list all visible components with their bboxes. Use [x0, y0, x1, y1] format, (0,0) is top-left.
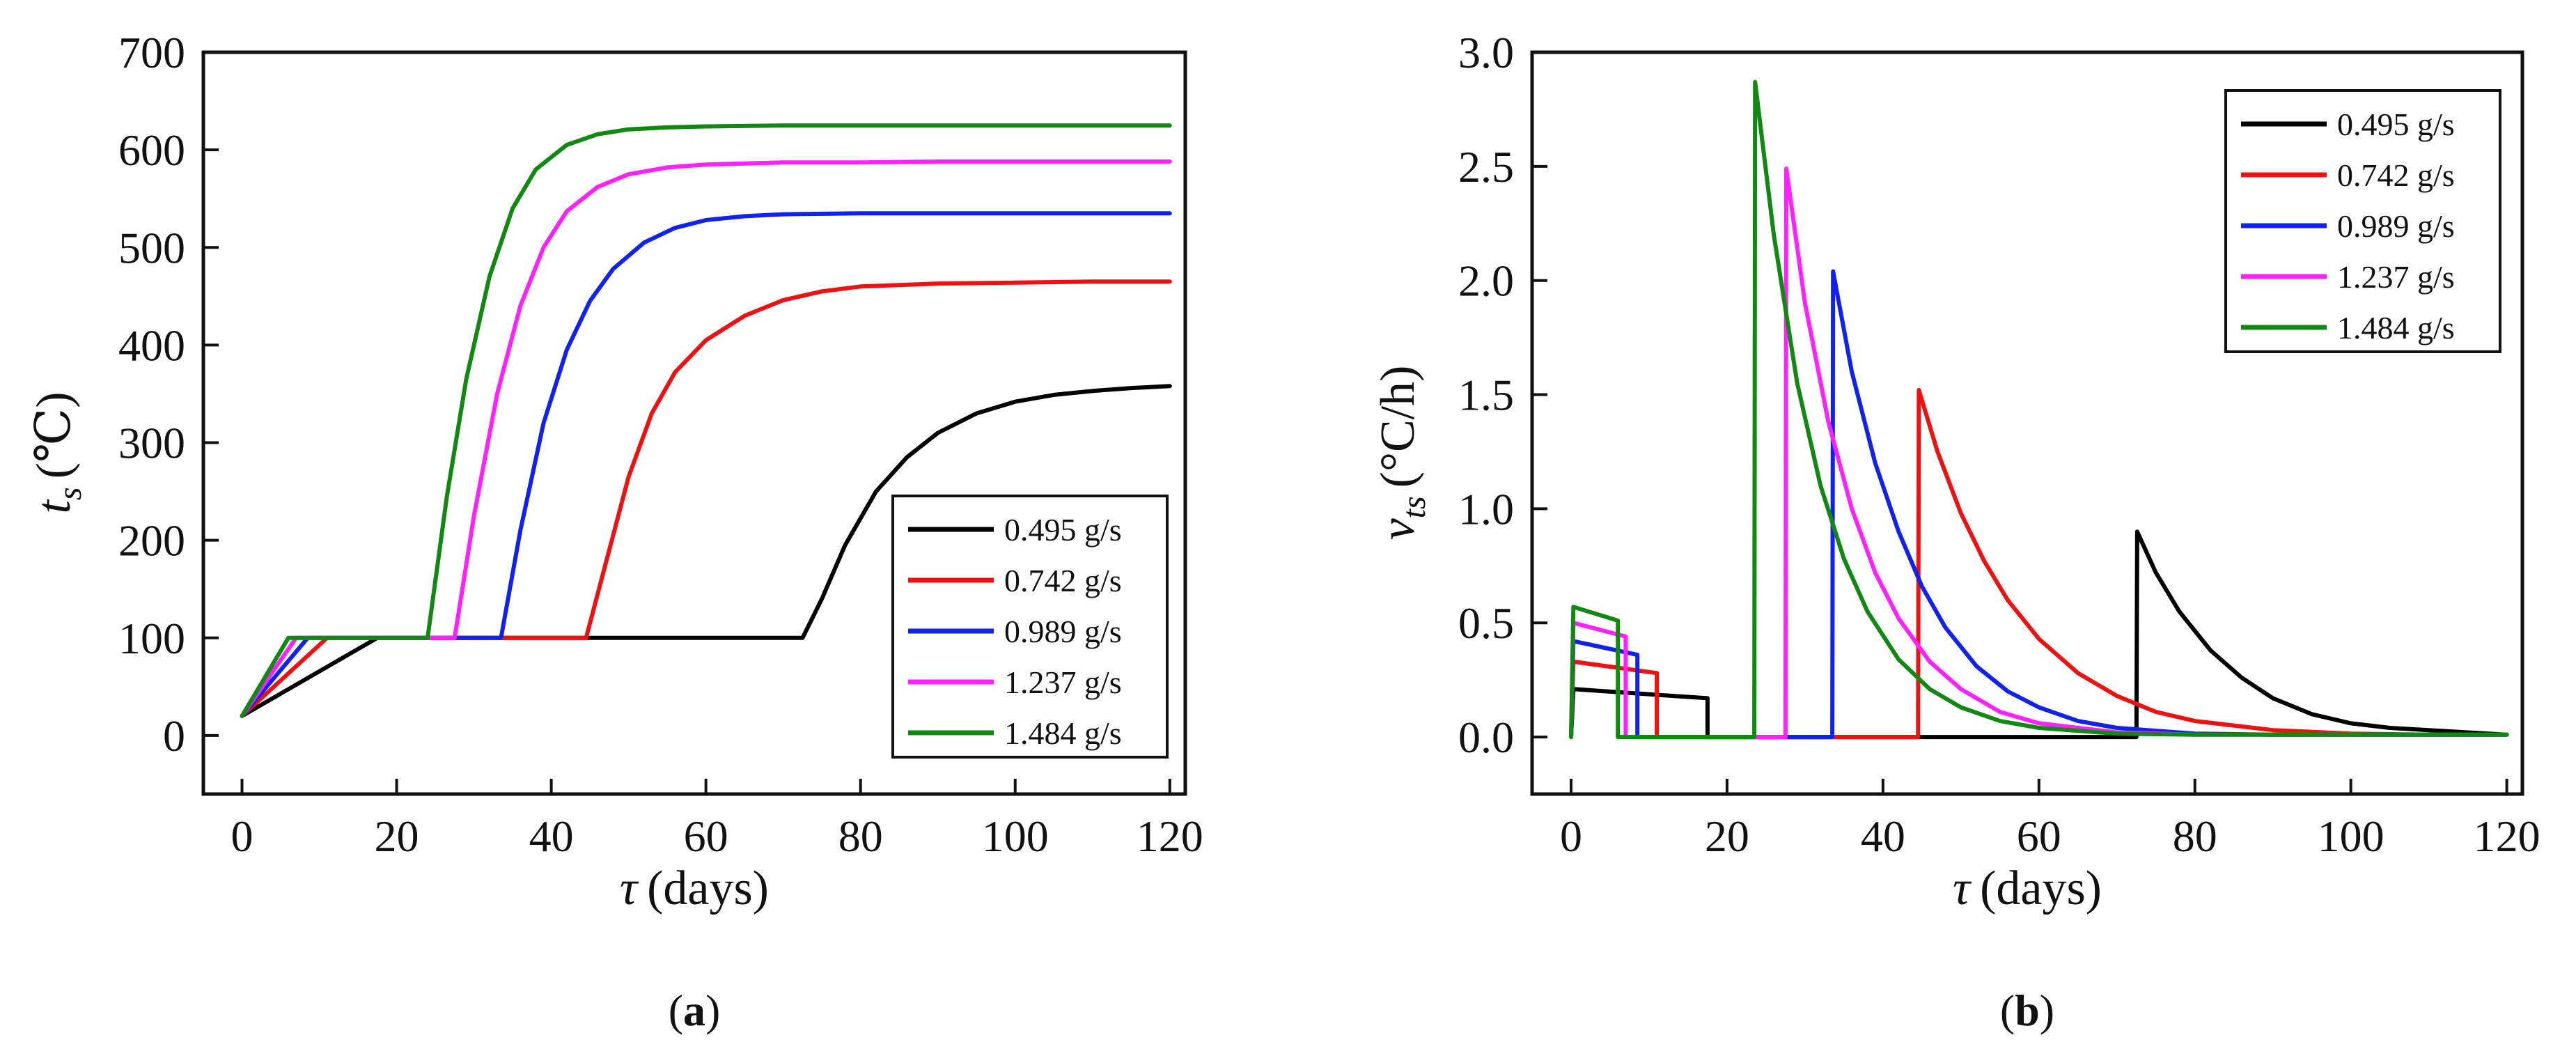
chart-b-legend-label-4: 1.484 g/s: [2337, 310, 2455, 345]
chart-a-frame: [201, 50, 1187, 796]
chart-b-x-title-symbol: τ: [1953, 862, 1972, 915]
chart-b-y-title: vts (°C/h): [1371, 366, 1433, 541]
caption-b-open: (: [2000, 986, 2015, 1035]
chart-b-y-tick-label: 0.5: [1458, 598, 1514, 648]
chart-b-x-title: τ (days): [1953, 862, 2102, 915]
caption-a: (a): [669, 986, 721, 1035]
caption-b-close: ): [2040, 986, 2054, 1035]
chart-a-y-tick-label: 700: [118, 28, 185, 77]
chart-a-x-title-symbol: τ: [620, 862, 639, 915]
chart-a-series-line-0: [240, 384, 1172, 718]
chart-b-legend-label-1: 0.742 g/s: [2337, 157, 2455, 193]
chart-b-legend-box: [2224, 89, 2501, 353]
chart-a-x-tick-label: 120: [1137, 811, 1203, 861]
chart-a: 0 20 40 60 80 100 120 0 100 200 300 400 500 600 700 ts…: [27, 28, 1203, 1035]
chart-b-y-tick-label: 1.0: [1458, 484, 1514, 534]
chart-b-legend: 0.495 g/s 0.742 g/s 0.989 g/s 1.237 g/s 1.48…: [2224, 89, 2501, 353]
chart-b-x-title-text: (days): [1980, 862, 2102, 915]
chart-a-x-tick-label: 20: [375, 811, 419, 861]
chart-a-series-line-4: [240, 123, 1172, 718]
chart-b-x-tick-label: 60: [2017, 811, 2061, 861]
chart-a-y-title-symbol: t: [27, 499, 81, 514]
chart-a-y-tick-label: 400: [118, 320, 185, 370]
chart-a-x-title-text: (days): [647, 862, 769, 915]
chart-b: 0 20 40 60 80 100 120 0.0 0.5 1.0 1.5 2.0 2.5 3.0 vts…: [1371, 28, 2540, 1035]
chart-b-x-tick-label: 0: [1560, 811, 1582, 861]
chart-b-y-tick-label: 2.5: [1458, 142, 1514, 192]
chart-a-y-tick-label: 600: [118, 125, 185, 175]
chart-b-legend-label-0: 0.495 g/s: [2337, 107, 2455, 142]
chart-a-y-title-subscript: s: [52, 487, 88, 500]
chart-b-ticks: 0 20 40 60 80 100 120 0.0 0.5 1.0 1.5 2.0 2.5 3.0: [1458, 28, 2540, 861]
chart-b-legend-label-2: 0.989 g/s: [2337, 208, 2455, 244]
chart-a-legend-box: [891, 495, 1169, 759]
chart-a-legend-label-0: 0.495 g/s: [1004, 512, 1122, 547]
chart-a-y-title-unit: (℃): [27, 391, 81, 479]
chart-a-legend-label-1: 0.742 g/s: [1004, 563, 1122, 598]
chart-b-series-line-4: [1569, 79, 2509, 740]
chart-b-y-tick-label: 2.0: [1458, 256, 1514, 306]
caption-a-open: (: [669, 986, 683, 1035]
caption-b-letter: b: [2015, 986, 2040, 1035]
chart-a-y-tick-label: 100: [118, 614, 185, 663]
caption-a-close: ): [705, 986, 720, 1035]
chart-a-y-tick-label: 300: [118, 419, 185, 468]
chart-b-x-tick-label: 100: [2318, 811, 2384, 861]
chart-a-series-line-2: [240, 211, 1172, 718]
chart-b-y-title-symbol: v: [1371, 518, 1425, 540]
chart-b-series-line-0: [1569, 529, 2509, 740]
chart-a-legend-label-3: 1.237 g/s: [1004, 665, 1122, 700]
chart-a-series-line-1: [240, 279, 1172, 718]
chart-a-legend-label-4: 1.484 g/s: [1004, 715, 1122, 751]
chart-a-x-title: τ (days): [620, 862, 769, 915]
chart-a-x-tick-label: 40: [529, 811, 574, 861]
chart-b-frame: [1530, 50, 2524, 796]
chart-b-x-tick-label: 80: [2173, 811, 2217, 861]
chart-a-y-tick-label: 0: [163, 711, 185, 761]
chart-b-y-title-unit: (°C/h): [1371, 366, 1425, 488]
chart-a-x-tick-label: 80: [838, 811, 883, 861]
chart-b-x-tick-label: 40: [1861, 811, 1905, 861]
caption-a-letter: a: [683, 986, 705, 1035]
chart-b-y-tick-label: 3.0: [1458, 28, 1514, 77]
chart-a-y-tick-label: 200: [118, 516, 185, 566]
chart-a-x-tick-label: 0: [231, 811, 253, 861]
chart-b-lines: [1569, 79, 2509, 740]
chart-a-legend: 0.495 g/s 0.742 g/s 0.989 g/s 1.237 g/s 1.48…: [891, 495, 1169, 759]
chart-b-y-tick-label: 1.5: [1458, 371, 1514, 420]
chart-b-series-line-1: [1569, 388, 2509, 740]
caption-b: (b): [2000, 986, 2054, 1035]
chart-b-x-tick-label: 20: [1705, 811, 1749, 861]
chart-a-series-line-3: [240, 159, 1172, 718]
chart-a-y-tick-label: 500: [118, 223, 185, 272]
chart-b-x-tick-label: 120: [2474, 811, 2540, 861]
chart-a-y-title: ts (℃): [27, 391, 88, 513]
chart-a-ticks: 0 20 40 60 80 100 120 0 100 200 300 400 500 600 700: [118, 28, 1203, 861]
chart-b-y-title-subscript: ts: [1396, 496, 1433, 518]
chart-a-legend-label-2: 0.989 g/s: [1004, 614, 1122, 649]
chart-a-lines: [240, 123, 1172, 718]
chart-a-x-tick-label: 60: [684, 811, 728, 861]
chart-b-y-tick-label: 0.0: [1458, 713, 1514, 762]
chart-b-legend-label-3: 1.237 g/s: [2337, 259, 2455, 295]
chart-a-x-tick-label: 100: [982, 811, 1049, 861]
